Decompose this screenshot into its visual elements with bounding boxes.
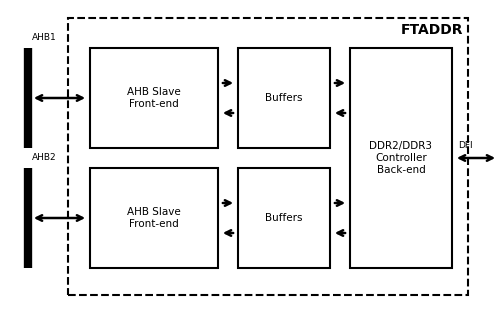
Text: AHB1: AHB1 (32, 33, 57, 42)
Text: FTADDR: FTADDR (401, 23, 463, 37)
Bar (350, 48, 452, 268)
Text: AHB Slave
Front-end: AHB Slave Front-end (127, 207, 181, 229)
Text: DDR2/DDR3
Controller
Back-end: DDR2/DDR3 Controller Back-end (369, 141, 432, 175)
Text: AHB2: AHB2 (32, 153, 56, 162)
Bar (238, 48, 330, 148)
Text: Buffers: Buffers (265, 93, 303, 103)
Text: DFI: DFI (458, 141, 473, 150)
Bar (68, 18, 468, 295)
Bar (90, 168, 218, 268)
Bar (238, 168, 330, 268)
Bar (90, 48, 218, 148)
Text: Buffers: Buffers (265, 213, 303, 223)
Text: AHB Slave
Front-end: AHB Slave Front-end (127, 87, 181, 109)
